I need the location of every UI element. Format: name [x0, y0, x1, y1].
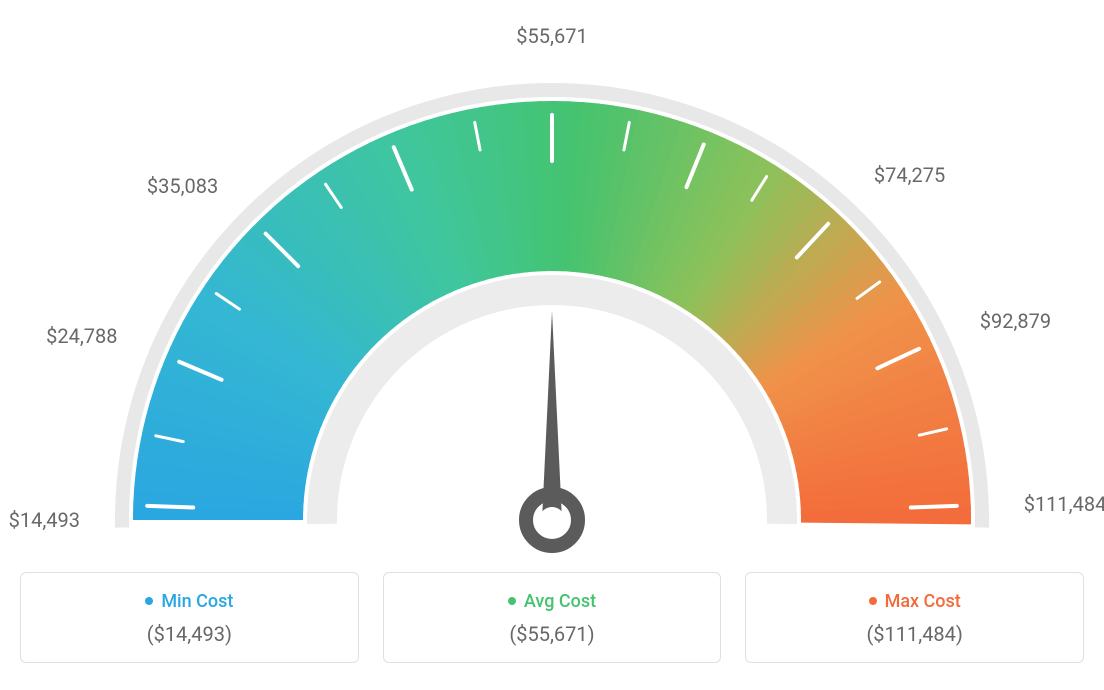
gauge-hub-inner: [539, 507, 565, 533]
gauge-scale-label: $74,275: [874, 163, 945, 187]
gauge-scale-label: $55,671: [516, 24, 587, 48]
legend-dot-min: [145, 597, 153, 605]
legend-row: Min Cost ($14,493) Avg Cost ($55,671) Ma…: [20, 572, 1084, 663]
legend-title-max-text: Max Cost: [885, 591, 961, 612]
legend-title-min-text: Min Cost: [161, 591, 233, 612]
legend-value-min: ($14,493): [31, 622, 348, 646]
legend-value-avg: ($55,671): [394, 622, 711, 646]
legend-title-avg-text: Avg Cost: [524, 591, 596, 612]
gauge-scale-label: $14,493: [9, 508, 80, 532]
cost-gauge-chart: $14,493$24,788$35,083$55,671$74,275$92,8…: [20, 20, 1084, 560]
gauge-scale-label: $111,484: [1024, 492, 1104, 516]
legend-dot-avg: [508, 597, 516, 605]
legend-card-max: Max Cost ($111,484): [745, 572, 1084, 663]
gauge-scale-label: $35,083: [147, 174, 218, 198]
legend-title-avg: Avg Cost: [394, 591, 711, 612]
gauge-scale-label: $92,879: [980, 309, 1051, 333]
legend-title-min: Min Cost: [31, 591, 348, 612]
legend-card-min: Min Cost ($14,493): [20, 572, 359, 663]
legend-title-max: Max Cost: [756, 591, 1073, 612]
legend-value-max: ($111,484): [756, 622, 1073, 646]
gauge-svg: [20, 20, 1084, 560]
gauge-scale-label: $24,788: [46, 324, 117, 348]
legend-card-avg: Avg Cost ($55,671): [383, 572, 722, 663]
legend-dot-max: [869, 597, 877, 605]
